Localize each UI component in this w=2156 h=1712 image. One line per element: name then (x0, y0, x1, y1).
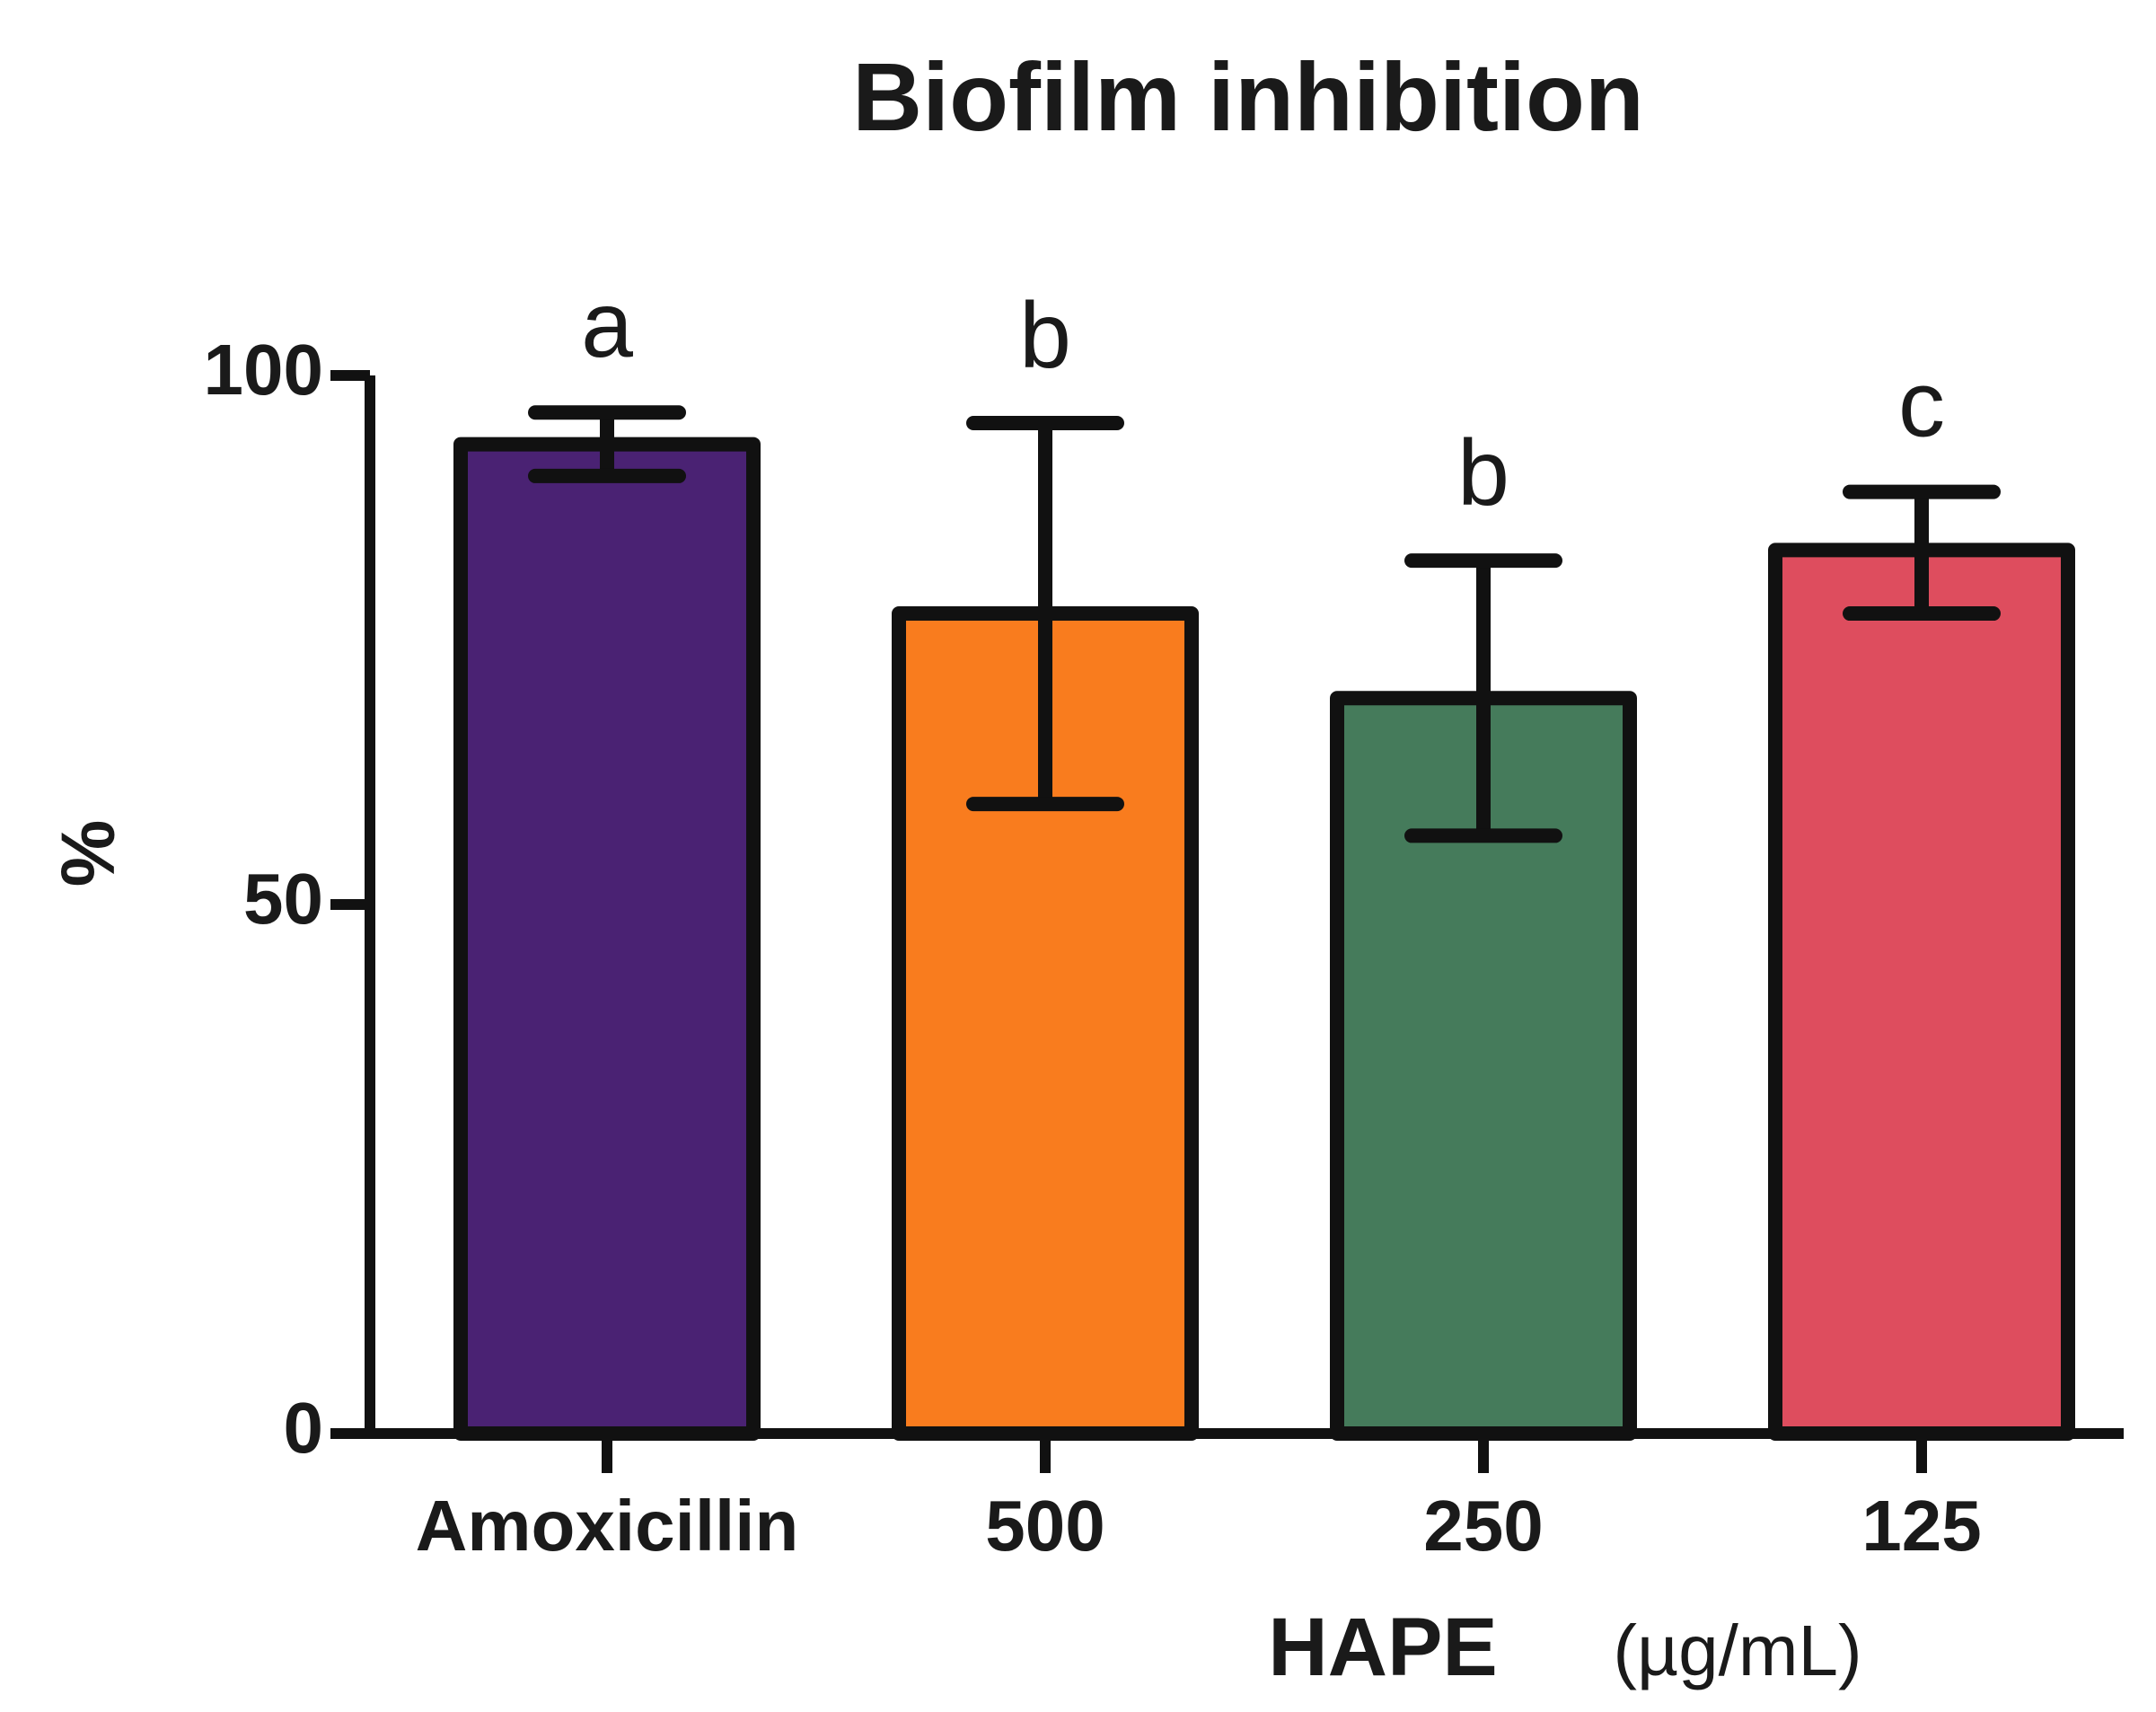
bars-layer: a b b c (453, 273, 2075, 1442)
x-axis-label-main: HAPE (1268, 1602, 1498, 1693)
x-axis-label-unit: (µg/mL) (1613, 1611, 1861, 1690)
bar-0 (453, 437, 761, 1442)
y-axis-label: % (46, 820, 130, 887)
x-tick-label-0: Amoxicillin (416, 1486, 799, 1566)
significance-label-1: b (1019, 284, 1071, 388)
significance-label-0: a (581, 273, 633, 377)
axes-layer: Amoxicillin 500 250 125 0 50 100 (204, 330, 2124, 1566)
y-tick-label-2: 100 (204, 330, 323, 410)
significance-label-2: b (1457, 421, 1509, 525)
bar-3 (1768, 543, 2075, 1441)
x-tick-label-2: 250 (1423, 1486, 1543, 1566)
x-axis-label: HAPE (µg/mL) (1268, 1602, 1861, 1693)
y-tick-label-0: 0 (284, 1388, 324, 1468)
y-tick-label-1: 50 (243, 859, 323, 939)
x-tick-label-3: 125 (1861, 1486, 1981, 1566)
chart-title: Biofilm inhibition (852, 42, 1644, 151)
x-tick-label-1: 500 (985, 1486, 1104, 1566)
significance-label-3: c (1898, 353, 1945, 457)
